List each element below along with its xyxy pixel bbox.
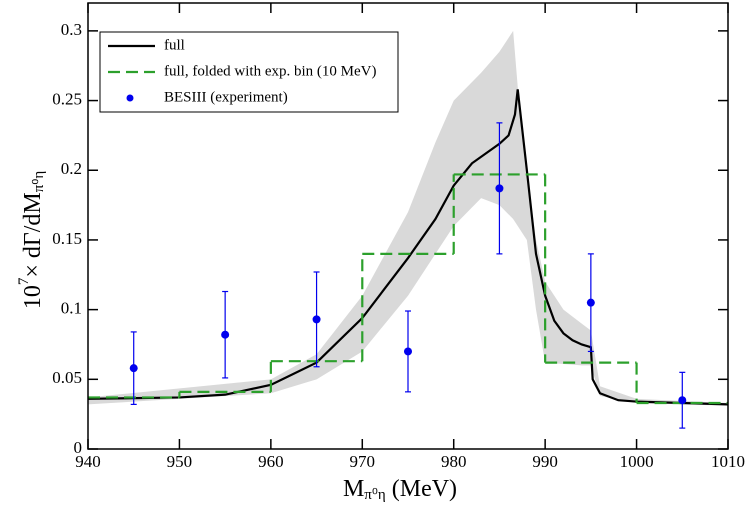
x-tick-label: 990 (532, 452, 558, 471)
y-axis-label: 107× dΓ/dMπ⁰η (16, 171, 47, 310)
y-tick-label: 0.2 (61, 159, 82, 178)
x-tick-label: 940 (75, 452, 101, 471)
legend-label: BESIII (experiment) (164, 89, 288, 105)
y-label-main: × dΓ/dM (20, 192, 46, 277)
y-label-base: 10 (20, 285, 46, 309)
data-point (312, 315, 321, 324)
legend-label: full, folded with exp. bin (10 MeV) (164, 63, 376, 79)
data-point (129, 364, 138, 373)
legend-marker (126, 94, 134, 102)
x-label-sub: π⁰η (364, 487, 386, 503)
x-tick-label: 1000 (620, 452, 654, 471)
uncertainty-band (88, 30, 728, 406)
y-label-sup: 7 (16, 277, 32, 285)
data-point (678, 396, 687, 405)
x-tick-label: 950 (167, 452, 193, 471)
data-point (586, 298, 595, 307)
line (88, 89, 728, 406)
y-tick-label: 0.25 (52, 89, 82, 108)
plot-area (88, 30, 728, 429)
x-axis-label: Mπ⁰η (MeV) (343, 476, 457, 504)
data-point (495, 184, 504, 193)
x-tick-label: 970 (350, 452, 376, 471)
x-tick-label: 1010 (711, 452, 745, 471)
y-tick-label: 0 (74, 438, 83, 457)
y-label-sub: π⁰η (31, 171, 47, 193)
y-tick-label: 0.15 (52, 229, 82, 248)
x-label-main: M (343, 476, 364, 502)
x-label-unit: (MeV) (392, 476, 457, 502)
data-point (221, 330, 230, 339)
y-tick-label: 0.3 (61, 20, 82, 39)
y-tick-label: 0.1 (61, 299, 82, 318)
x-tick-label: 960 (258, 452, 284, 471)
data-point (404, 347, 412, 356)
legend-label: full (164, 37, 185, 53)
y-tick-label: 0.05 (52, 368, 82, 387)
plot-frame (87, 2, 729, 450)
x-tick-label: 980 (441, 452, 467, 471)
